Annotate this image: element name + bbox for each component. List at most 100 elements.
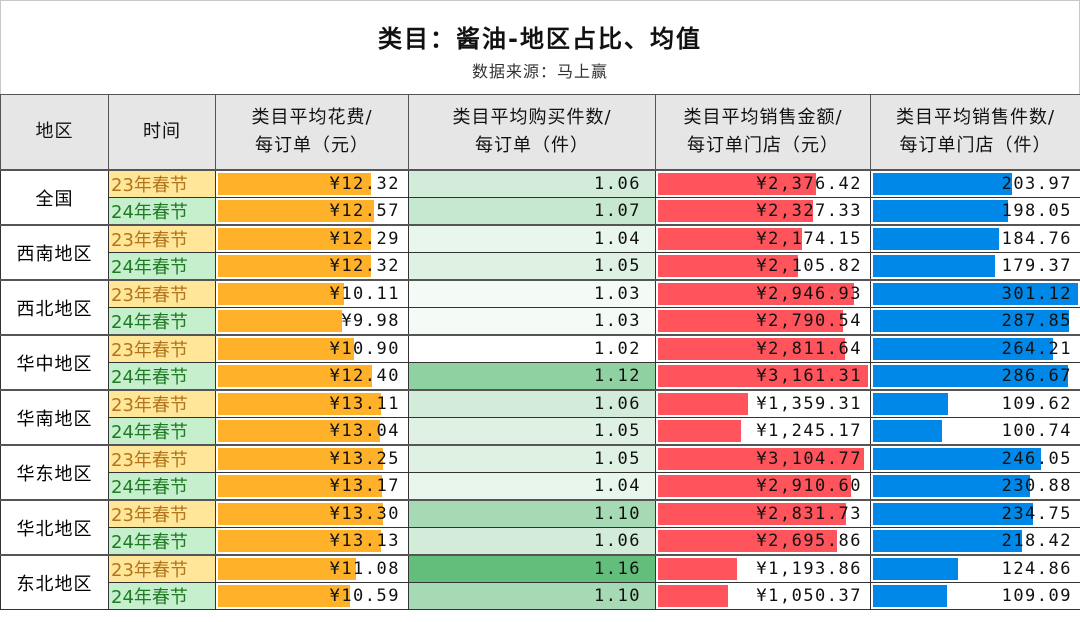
avg-qty-value: 1.03 xyxy=(594,284,641,304)
avg-spend-bar xyxy=(218,393,382,415)
avg-spend-bar xyxy=(218,475,382,497)
avg-spend-value: ¥9.98 xyxy=(341,311,400,331)
table-row: 东北地区 23年春节 ¥11.08 1.16 ¥1,193.86 124.86 xyxy=(0,554,1080,611)
sales-amount-value: ¥2,376.42 xyxy=(756,174,862,194)
sales-amount-cell: ¥2,174.15 xyxy=(655,224,871,253)
sales-amount-value: ¥1,193.86 xyxy=(756,559,862,579)
avg-qty-value: 1.10 xyxy=(594,504,641,524)
period-cell: 23年春节 xyxy=(108,499,216,528)
avg-qty-cell: 1.06 xyxy=(408,169,656,198)
avg-qty-value: 1.05 xyxy=(594,256,641,276)
avg-qty-cell: 1.12 xyxy=(408,362,656,391)
sales-count-bar xyxy=(873,393,948,415)
sales-count-bar xyxy=(873,420,942,442)
table-row: 24年春节 ¥13.04 1.05 ¥1,245.17 100.74 xyxy=(1,417,1080,446)
avg-spend-value: ¥13.17 xyxy=(329,476,400,496)
sales-amount-bar xyxy=(658,200,813,222)
region-cell: 西北地区 xyxy=(0,279,109,336)
avg-qty-value: 1.06 xyxy=(594,531,641,551)
sales-count-bar xyxy=(873,475,1031,497)
avg-qty-cell: 1.04 xyxy=(408,224,656,253)
sales-count-value: 264.21 xyxy=(1001,339,1072,359)
avg-spend-value: ¥13.11 xyxy=(329,394,400,414)
sales-count-value: 124.86 xyxy=(1001,559,1072,579)
period-cell: 23年春节 xyxy=(108,554,216,583)
sales-count-cell: 203.97 xyxy=(870,169,1080,198)
sales-amount-cell: ¥2,831.73 xyxy=(655,499,871,528)
period-cell: 23年春节 xyxy=(108,444,216,473)
sales-amount-bar xyxy=(658,558,738,580)
period-cell: 24年春节 xyxy=(108,252,216,281)
table-row: 华北地区 23年春节 ¥13.30 1.10 ¥2,831.73 234.75 xyxy=(0,499,1080,556)
avg-spend-value: ¥13.30 xyxy=(329,504,400,524)
avg-qty-cell: 1.03 xyxy=(408,279,656,308)
avg-qty-cell: 1.03 xyxy=(408,307,656,336)
sales-count-value: 109.62 xyxy=(1001,394,1072,414)
avg-qty-cell: 1.07 xyxy=(408,197,656,226)
sales-count-cell: 301.12 xyxy=(870,279,1080,308)
period-cell: 23年春节 xyxy=(108,224,216,253)
avg-qty-cell: 1.16 xyxy=(408,554,656,583)
avg-qty-cell: 1.10 xyxy=(408,581,656,611)
sales-amount-cell: ¥3,104.77 xyxy=(655,444,871,473)
sales-count-bar xyxy=(873,200,1008,222)
table-row: 24年春节 ¥12.40 1.12 ¥3,161.31 286.67 xyxy=(1,362,1080,391)
sales-count-bar xyxy=(873,310,1069,332)
avg-spend-cell: ¥13.04 xyxy=(215,417,409,446)
sales-count-cell: 287.85 xyxy=(870,307,1080,336)
sales-count-bar xyxy=(873,283,1078,305)
avg-spend-bar xyxy=(218,200,375,222)
sales-count-cell: 246.05 xyxy=(870,444,1080,473)
avg-qty-value: 1.04 xyxy=(594,229,641,249)
sales-amount-cell: ¥1,359.31 xyxy=(655,389,871,418)
table-row: 华中地区 23年春节 ¥10.90 1.02 ¥2,811.64 264.21 xyxy=(0,334,1080,391)
avg-spend-bar xyxy=(218,558,356,580)
avg-spend-value: ¥12.40 xyxy=(329,366,400,386)
header-sales-count: 类目平均销售件数/ 每订单门店（件） xyxy=(870,94,1080,171)
sales-count-cell: 234.75 xyxy=(870,499,1080,528)
avg-spend-value: ¥13.25 xyxy=(329,449,400,469)
data-table: 地区 时间 类目平均花费/ 每订单（元） 类目平均购买件数/ 每订单（件） 类目平均销售… xyxy=(0,94,1080,611)
avg-spend-value: ¥13.04 xyxy=(329,421,400,441)
avg-spend-bar xyxy=(218,228,371,250)
sales-count-cell: 100.74 xyxy=(870,417,1080,446)
avg-spend-value: ¥10.11 xyxy=(329,284,400,304)
table-row: 西南地区 23年春节 ¥12.29 1.04 ¥2,174.15 184.76 xyxy=(0,224,1080,281)
sales-count-bar xyxy=(873,365,1069,387)
avg-qty-cell: 1.04 xyxy=(408,472,656,501)
avg-spend-value: ¥12.32 xyxy=(329,256,400,276)
sales-amount-bar xyxy=(658,255,798,277)
page-title: 类目：酱油-地区占比、均值 xyxy=(378,25,702,53)
avg-spend-value: ¥10.90 xyxy=(329,339,400,359)
avg-qty-value: 1.05 xyxy=(594,421,641,441)
avg-spend-bar xyxy=(218,255,372,277)
region-cell: 华东地区 xyxy=(0,444,109,501)
sales-count-cell: 218.42 xyxy=(870,527,1080,556)
sales-amount-cell: ¥3,161.31 xyxy=(655,362,871,391)
sales-count-bar xyxy=(873,255,996,277)
sales-count-cell: 109.09 xyxy=(870,581,1080,611)
sales-amount-cell: ¥2,910.60 xyxy=(655,472,871,501)
period-cell: 24年春节 xyxy=(108,417,216,446)
sales-count-bar xyxy=(873,530,1022,552)
sales-amount-bar xyxy=(658,448,865,470)
avg-spend-cell: ¥13.30 xyxy=(215,499,409,528)
sales-count-bar xyxy=(873,585,948,608)
sales-count-value: 179.37 xyxy=(1001,256,1072,276)
sales-count-value: 246.05 xyxy=(1001,449,1072,469)
avg-qty-cell: 1.06 xyxy=(408,389,656,418)
period-cell: 23年春节 xyxy=(108,169,216,198)
avg-qty-cell: 1.02 xyxy=(408,334,656,363)
avg-spend-cell: ¥12.57 xyxy=(215,197,409,226)
avg-spend-cell: ¥13.17 xyxy=(215,472,409,501)
avg-spend-cell: ¥9.98 xyxy=(215,307,409,336)
region-cell: 西南地区 xyxy=(0,224,109,281)
sales-amount-bar xyxy=(658,310,844,332)
avg-spend-value: ¥11.08 xyxy=(329,559,400,579)
sales-amount-bar xyxy=(658,530,838,552)
sales-amount-value: ¥2,327.33 xyxy=(756,201,862,221)
sales-amount-value: ¥3,161.31 xyxy=(756,366,862,386)
sales-amount-bar xyxy=(658,475,852,497)
region-cell: 东北地区 xyxy=(0,554,109,611)
avg-spend-cell: ¥12.32 xyxy=(215,252,409,281)
